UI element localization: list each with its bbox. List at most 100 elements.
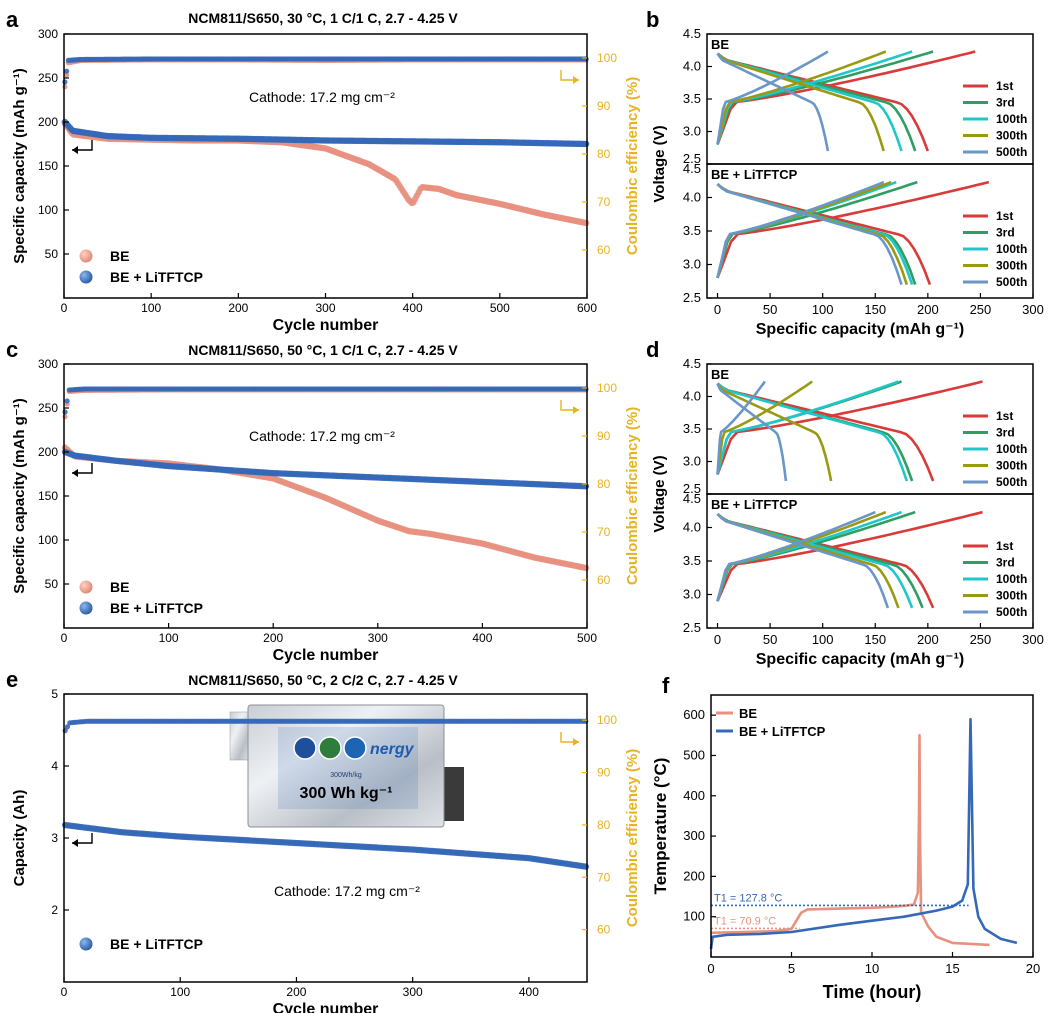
series-ce-be — [62, 57, 589, 90]
data-point — [64, 72, 70, 78]
y-tick-label: 200 — [38, 445, 58, 459]
data-point — [64, 724, 71, 730]
y2-tick-label: 100 — [597, 713, 617, 727]
y2-tick-label: 100 — [597, 51, 617, 65]
y-tick-label: 2.5 — [683, 290, 701, 305]
legend-label-500th: 500th — [996, 475, 1027, 489]
cell-small-label: 300Wh/kg — [330, 772, 362, 779]
legend-marker-1 — [79, 270, 93, 284]
legend-label-300th: 300th — [996, 129, 1027, 143]
y-tick-label: 250 — [38, 401, 58, 415]
subplot-be: 2.5 3.0 3.5 4.0 4.5 BE 1st 3rd 100th 300th 500th — [683, 26, 1034, 166]
t1-annotation: T1 = 70.9 °C — [714, 915, 776, 927]
x-tick-label: 20 — [1026, 961, 1040, 976]
x-tick-label: 500 — [490, 301, 510, 315]
legend-marker-1 — [79, 601, 93, 615]
cell-energy-label: 300 Wh kg⁻¹ — [300, 785, 393, 802]
subplot-label: BE + LiTFTCP — [711, 167, 798, 182]
series-ce-be-litftcp — [62, 386, 589, 415]
legend-label-100th: 100th — [996, 242, 1027, 256]
y-tick-label: 4.5 — [683, 161, 701, 176]
x-tick-label: 250 — [970, 302, 992, 317]
x-axis-label: Time (hour) — [823, 982, 922, 1002]
legend-label-100th: 100th — [996, 442, 1027, 456]
legend-label-1st: 1st — [996, 79, 1013, 93]
x-axis-label: Cycle number — [273, 317, 379, 334]
series-capacity-be-litftcp — [61, 821, 590, 870]
y-tick-label: 100 — [38, 533, 58, 547]
legend-marker-0 — [79, 937, 93, 951]
y-tick-label: 3 — [51, 831, 58, 845]
data-point — [582, 140, 590, 148]
left-axis-arrow-icon — [72, 140, 93, 151]
legend-label-3rd: 3rd — [996, 556, 1015, 570]
x-tick-label: 300 — [1022, 632, 1044, 647]
x-tick-label: 400 — [519, 985, 539, 999]
left-arrowhead-icon — [72, 146, 78, 154]
y-tick-label: 250 — [38, 71, 58, 85]
x-tick-label: 0 — [61, 985, 68, 999]
plot-frame — [63, 33, 588, 299]
y-tick-label: 100 — [38, 203, 58, 217]
left-axis-arrow-icon — [72, 463, 93, 474]
charge-curve-1st — [716, 50, 976, 145]
temperature-line-be-litftcp — [709, 717, 1018, 950]
series-ce-be-litftcp — [62, 718, 589, 734]
x-axis-label: Cycle number — [273, 647, 379, 664]
right-arrowhead-icon — [573, 406, 579, 414]
subplot-label: BE + LiTFTCP — [711, 497, 798, 512]
x-tick-label: 250 — [970, 632, 992, 647]
x-tick-label: 500 — [577, 631, 597, 645]
subplot-label: BE — [711, 367, 729, 382]
x-tick-label: 0 — [61, 301, 68, 315]
y-tick-label: 2.5 — [683, 620, 701, 635]
x-tick-label: 5 — [788, 961, 795, 976]
y2-tick-label: 70 — [597, 525, 611, 539]
panel-letter-e: e — [6, 667, 18, 692]
y2-tick-label: 100 — [597, 381, 617, 395]
y-axis-label: Capacity (Ah) — [11, 790, 28, 887]
x-axis-label: Specific capacity (mAh g⁻¹) — [756, 321, 965, 338]
series-capacity-be-litftcp — [61, 448, 590, 490]
x-tick-label: 0 — [714, 302, 721, 317]
legend-label-3rd: 3rd — [996, 426, 1015, 440]
legend-label-100th: 100th — [996, 572, 1027, 586]
discharge-curve-300th — [716, 183, 909, 286]
y-tick-label: 4 — [51, 759, 58, 773]
panel-letter-b: b — [646, 7, 659, 32]
legend-label-0: BE — [110, 248, 129, 264]
series-capacity-be-litftcp — [61, 118, 590, 148]
x-tick-label: 0 — [714, 632, 721, 647]
x-tick-label: 300 — [368, 631, 388, 645]
y-tick-label: 300 — [683, 828, 705, 843]
cathode-annotation: Cathode: 17.2 mg cm⁻² — [249, 89, 395, 105]
panel-e: 0 100 200 300 400 2 3 4 5 60 70 80 90 100 Cycle number… — [11, 687, 641, 1013]
left-arrowhead-icon — [72, 469, 78, 477]
discharge-curve-500th — [716, 513, 890, 609]
y-tick-label: 2.5 — [683, 151, 701, 166]
y-tick-label: 5 — [51, 687, 58, 701]
y-tick-label: 600 — [683, 707, 705, 722]
x-tick-label: 50 — [763, 302, 777, 317]
left-axis-arrow-icon — [72, 833, 93, 844]
panel-letter-f: f — [662, 673, 670, 698]
y2-tick-label: 90 — [597, 429, 611, 443]
x-tick-label: 100 — [812, 632, 834, 647]
panel-d: 2.53.03.54.04.5BE1st3rd100th300th500th2.… — [651, 356, 1044, 668]
logo-seal-1-icon — [293, 736, 317, 760]
logo-seal-3-icon — [343, 736, 367, 760]
y-tick-label: 4.0 — [683, 59, 701, 74]
data-point — [582, 564, 590, 572]
charge-curve-300th — [716, 380, 813, 475]
data-point — [62, 79, 68, 85]
data-point — [582, 863, 590, 870]
x-tick-label: 300 — [315, 301, 335, 315]
y-tick-label: 4.0 — [683, 190, 701, 205]
y2-tick-label: 90 — [597, 766, 611, 780]
x-tick-label: 200 — [286, 985, 306, 999]
x-tick-label: 100 — [141, 301, 161, 315]
x-tick-label: 10 — [865, 961, 879, 976]
x-tick-label: 100 — [170, 985, 190, 999]
panel-a: 0 100 200 300 400 500 600 50 100 150 200 250 300 60 70… — [11, 27, 641, 334]
